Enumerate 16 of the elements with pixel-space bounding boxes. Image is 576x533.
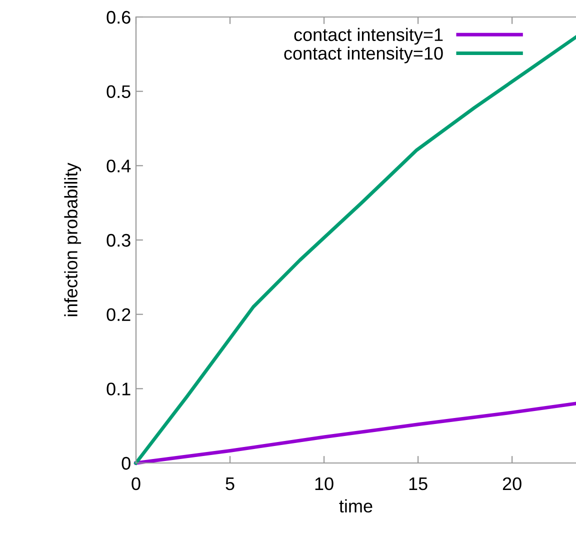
y-tick-label: 0.2 <box>106 308 130 322</box>
y-tick-label: 0.6 <box>106 10 130 24</box>
y-tick-label: 0.1 <box>106 382 130 396</box>
legend-label: contact intensity=1 <box>294 28 443 45</box>
y-tick-label: 0 <box>122 456 130 470</box>
x-tick-label: 0 <box>132 477 140 490</box>
y-tick-label: 0.3 <box>106 234 130 247</box>
y-axis-title: infection probability <box>64 162 82 316</box>
legend-label: contact intensity=10 <box>284 46 443 64</box>
x-tick-label: 15 <box>409 478 428 490</box>
x-axis-title: time <box>339 499 372 513</box>
y-tick-label: 0.5 <box>106 85 130 98</box>
x-tick-label: 5 <box>226 478 234 490</box>
y-tick-label: 0.4 <box>106 160 131 172</box>
x-tick-label: 20 <box>502 477 522 490</box>
x-tick-label: 10 <box>315 477 334 490</box>
